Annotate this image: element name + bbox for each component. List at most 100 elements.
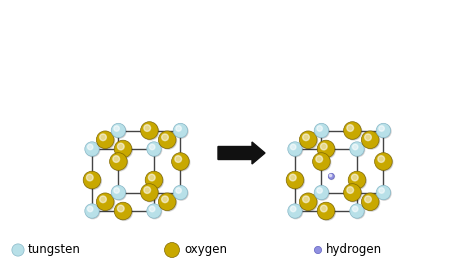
Circle shape [350, 142, 364, 156]
Circle shape [85, 142, 99, 156]
FancyArrow shape [218, 142, 265, 164]
Text: oxygen: oxygen [184, 244, 227, 256]
Text: hydrogen: hydrogen [326, 244, 382, 256]
Circle shape [329, 174, 335, 180]
Circle shape [109, 153, 127, 170]
Circle shape [118, 143, 124, 150]
Circle shape [361, 131, 379, 149]
Circle shape [88, 144, 93, 150]
Circle shape [314, 185, 328, 200]
Circle shape [361, 193, 379, 211]
Circle shape [162, 196, 168, 203]
Circle shape [147, 142, 161, 156]
Circle shape [141, 122, 158, 139]
Circle shape [314, 123, 328, 138]
Circle shape [290, 174, 296, 181]
Circle shape [328, 173, 334, 179]
Circle shape [379, 126, 384, 131]
Circle shape [319, 142, 336, 158]
Circle shape [142, 185, 159, 202]
Circle shape [173, 185, 188, 200]
Circle shape [301, 133, 318, 149]
Circle shape [96, 131, 114, 149]
Circle shape [291, 144, 296, 150]
Circle shape [111, 185, 126, 200]
Circle shape [173, 154, 190, 171]
Circle shape [300, 131, 317, 149]
Circle shape [376, 123, 391, 138]
Circle shape [317, 126, 322, 131]
Circle shape [365, 196, 371, 203]
Circle shape [112, 125, 126, 138]
Circle shape [100, 196, 106, 203]
Circle shape [344, 122, 361, 139]
Circle shape [303, 134, 310, 141]
Circle shape [351, 143, 365, 157]
Circle shape [141, 184, 158, 201]
Circle shape [158, 193, 176, 211]
Circle shape [98, 194, 115, 211]
Circle shape [377, 186, 391, 200]
Circle shape [363, 133, 380, 149]
Circle shape [176, 126, 182, 131]
Circle shape [98, 133, 115, 149]
Circle shape [291, 206, 296, 212]
Circle shape [289, 205, 303, 219]
Circle shape [162, 134, 168, 141]
Circle shape [149, 206, 155, 212]
Circle shape [376, 154, 393, 171]
Circle shape [313, 153, 330, 170]
Circle shape [114, 126, 119, 131]
Circle shape [350, 204, 364, 218]
Circle shape [353, 144, 358, 150]
Circle shape [112, 186, 126, 200]
Circle shape [329, 174, 332, 176]
Circle shape [174, 186, 188, 200]
Circle shape [320, 143, 327, 150]
Circle shape [149, 144, 155, 150]
Circle shape [351, 205, 365, 219]
Circle shape [317, 188, 322, 193]
Circle shape [317, 140, 335, 158]
Circle shape [363, 194, 380, 211]
Circle shape [350, 173, 366, 189]
Circle shape [376, 185, 391, 200]
Circle shape [86, 143, 100, 157]
Circle shape [111, 154, 128, 171]
Circle shape [351, 174, 358, 181]
Circle shape [111, 123, 126, 138]
Circle shape [164, 242, 180, 257]
Circle shape [288, 173, 304, 189]
Circle shape [314, 154, 331, 171]
Circle shape [113, 156, 119, 162]
Circle shape [145, 171, 163, 189]
Circle shape [96, 193, 114, 211]
Circle shape [148, 205, 162, 219]
Circle shape [100, 134, 106, 141]
Circle shape [317, 202, 335, 220]
Circle shape [85, 173, 101, 189]
Circle shape [378, 156, 384, 162]
Circle shape [288, 142, 302, 156]
Circle shape [374, 153, 392, 170]
Circle shape [289, 143, 303, 157]
Circle shape [160, 194, 177, 211]
Circle shape [347, 187, 354, 193]
Circle shape [176, 188, 182, 193]
Circle shape [12, 244, 24, 256]
Circle shape [116, 142, 132, 158]
Circle shape [315, 125, 329, 138]
Circle shape [174, 125, 188, 138]
Circle shape [118, 205, 124, 212]
Circle shape [172, 153, 189, 170]
Circle shape [146, 173, 164, 189]
Circle shape [377, 125, 391, 138]
Circle shape [315, 186, 329, 200]
Circle shape [344, 184, 361, 201]
Circle shape [88, 206, 93, 212]
Circle shape [288, 204, 302, 218]
Circle shape [158, 131, 176, 149]
Circle shape [144, 125, 151, 132]
Circle shape [347, 125, 354, 132]
Circle shape [303, 196, 310, 203]
